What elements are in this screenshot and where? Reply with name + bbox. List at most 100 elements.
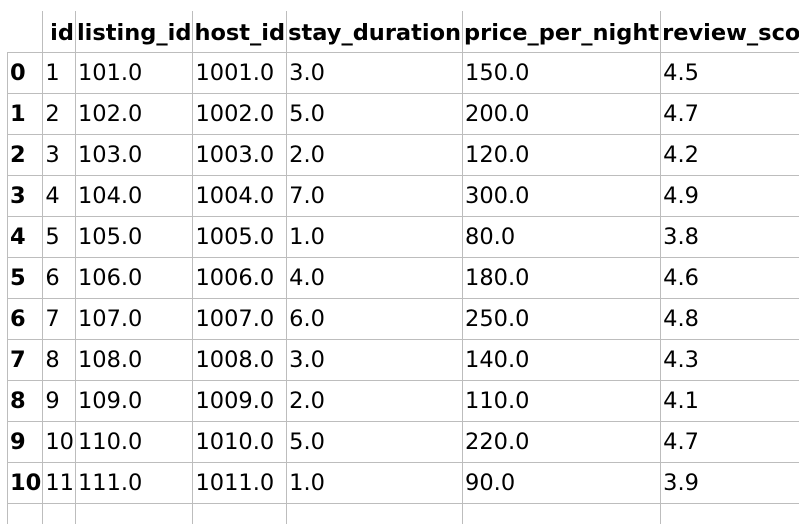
- cell-review-score: 4.8: [661, 299, 799, 340]
- cell-price-per-night: 180.0: [463, 258, 661, 299]
- cell-review-score: 4.9: [661, 176, 799, 217]
- cell-review-score: 3.8: [661, 217, 799, 258]
- cell-stay-duration: 5.0: [287, 422, 463, 463]
- cell-id: 9: [43, 381, 76, 422]
- table-header: id listing_id host_id stay_duration pric…: [8, 12, 799, 53]
- cell-stay-duration: 3.0: [287, 340, 463, 381]
- cell-host-id: 1005.0: [193, 217, 287, 258]
- column-header-review-score: review_score: [661, 12, 799, 53]
- cell-id: 4: [43, 176, 76, 217]
- index-header-corner: [8, 12, 43, 53]
- cell-stay-duration: 2.0: [287, 135, 463, 176]
- cell-id: 7: [43, 299, 76, 340]
- cell-id: 8: [43, 340, 76, 381]
- row-index: 5: [8, 258, 43, 299]
- column-header-id: id: [43, 12, 76, 53]
- cell-price-per-night: 200.0: [463, 94, 661, 135]
- row-index: 2: [8, 135, 43, 176]
- cell-host-id: 1006.0: [193, 258, 287, 299]
- cell-review-score: 4.7: [661, 94, 799, 135]
- cell-stay-duration: 4.0: [287, 258, 463, 299]
- cell-stay-duration: 1.0: [287, 217, 463, 258]
- cell-id: 11: [43, 463, 76, 504]
- column-header-host-id: host_id: [193, 12, 287, 53]
- cell-listing-id: 107.0: [75, 299, 192, 340]
- column-header-stay-duration: stay_duration: [287, 12, 463, 53]
- cell-id: 6: [43, 258, 76, 299]
- cell-listing-id: 105.0: [75, 217, 192, 258]
- cell-price-per-night: 250.0: [463, 299, 661, 340]
- cell-listing-id: 106.0: [75, 258, 192, 299]
- cell-host-id: 1010.0: [193, 422, 287, 463]
- cell-listing-id: 103.0: [75, 135, 192, 176]
- row-index: 0: [8, 53, 43, 94]
- empty-cell: [661, 504, 799, 524]
- cell-price-per-night: 300.0: [463, 176, 661, 217]
- cell-stay-duration: 1.0: [287, 463, 463, 504]
- empty-cell: [8, 504, 43, 524]
- cell-review-score: 4.3: [661, 340, 799, 381]
- cell-id: 2: [43, 94, 76, 135]
- cell-listing-id: 102.0: [75, 94, 192, 135]
- cell-listing-id: 110.0: [75, 422, 192, 463]
- cell-review-score: 4.5: [661, 53, 799, 94]
- cell-price-per-night: 110.0: [463, 381, 661, 422]
- row-index: 10: [8, 463, 43, 504]
- row-index: 8: [8, 381, 43, 422]
- cell-listing-id: 104.0: [75, 176, 192, 217]
- empty-cell: [75, 504, 192, 524]
- cell-id: 1: [43, 53, 76, 94]
- row-index: 6: [8, 299, 43, 340]
- column-header-listing-id: listing_id: [75, 12, 192, 53]
- empty-cell: [193, 504, 287, 524]
- cell-host-id: 1011.0: [193, 463, 287, 504]
- cell-id: 10: [43, 422, 76, 463]
- cell-stay-duration: 2.0: [287, 381, 463, 422]
- cell-listing-id: 108.0: [75, 340, 192, 381]
- row-index: 3: [8, 176, 43, 217]
- cell-review-score: 4.2: [661, 135, 799, 176]
- header-row: id listing_id host_id stay_duration pric…: [8, 12, 799, 53]
- cell-listing-id: 109.0: [75, 381, 192, 422]
- cell-review-score: 3.9: [661, 463, 799, 504]
- row-index: 1: [8, 94, 43, 135]
- cell-review-score: 4.6: [661, 258, 799, 299]
- cell-listing-id: 111.0: [75, 463, 192, 504]
- cell-host-id: 1009.0: [193, 381, 287, 422]
- cell-host-id: 1002.0: [193, 94, 287, 135]
- cell-stay-duration: 7.0: [287, 176, 463, 217]
- cell-price-per-night: 80.0: [463, 217, 661, 258]
- row-index: 9: [8, 422, 43, 463]
- cell-stay-duration: 3.0: [287, 53, 463, 94]
- row-index: 7: [8, 340, 43, 381]
- empty-cell: [287, 504, 463, 524]
- cell-host-id: 1004.0: [193, 176, 287, 217]
- cell-host-id: 1001.0: [193, 53, 287, 94]
- column-header-price-per-night: price_per_night: [463, 12, 661, 53]
- cell-host-id: 1008.0: [193, 340, 287, 381]
- cell-review-score: 4.1: [661, 381, 799, 422]
- cell-host-id: 1007.0: [193, 299, 287, 340]
- cell-listing-id: 101.0: [75, 53, 192, 94]
- empty-cell: [43, 504, 76, 524]
- empty-cell: [463, 504, 661, 524]
- cell-stay-duration: 5.0: [287, 94, 463, 135]
- table-row-partial: [8, 504, 799, 524]
- cell-id: 5: [43, 217, 76, 258]
- cell-stay-duration: 6.0: [287, 299, 463, 340]
- cell-price-per-night: 220.0: [463, 422, 661, 463]
- cell-id: 3: [43, 135, 76, 176]
- dataframe-table: id listing_id host_id stay_duration pric…: [7, 11, 799, 524]
